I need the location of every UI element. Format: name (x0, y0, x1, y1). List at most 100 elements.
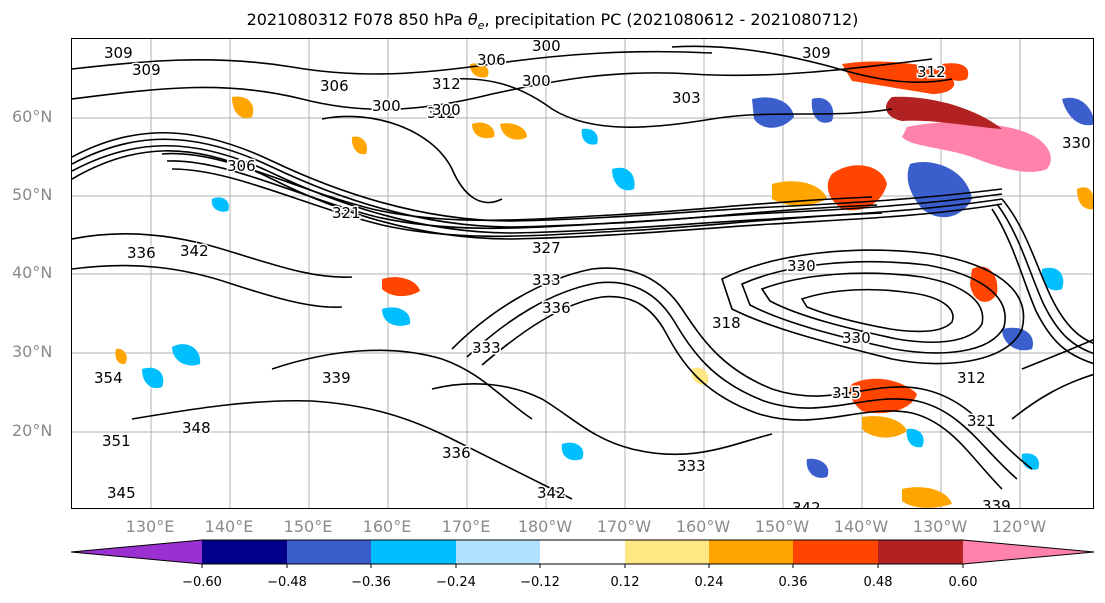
contour-label: 342 (537, 484, 566, 502)
shade-negative-blob (172, 344, 201, 366)
shade-negative-blob (806, 458, 829, 478)
theta-e-contours (72, 45, 1093, 500)
shade-positive-blob (232, 96, 254, 119)
shade-negative-blob (211, 197, 229, 212)
contour-line (721, 249, 1025, 365)
colorbar-tick-label: 0.12 (610, 575, 640, 590)
contour-label: 336 (127, 244, 156, 262)
contour-line (171, 168, 883, 238)
latitude-label: 50°N (12, 185, 53, 204)
longitude-label: 130°E (125, 517, 175, 536)
contour-label: 339 (322, 369, 351, 387)
contour-label: 312 (432, 75, 461, 93)
shade-negative-blob (382, 307, 411, 326)
contour-line (131, 399, 573, 500)
contour-line (481, 295, 1003, 490)
contour-label: 303 (672, 89, 701, 107)
longitude-label: 150°E (283, 517, 333, 536)
colorbar-segment (625, 540, 709, 564)
colorbar-segment (878, 540, 963, 564)
contour-line (72, 264, 343, 309)
contour-label: 309 (802, 44, 831, 62)
contour-line (996, 203, 1093, 355)
contour-line (451, 77, 893, 128)
colorbar-segment (709, 540, 793, 564)
contour-label: 300 (532, 39, 561, 55)
shade-positive-blob (691, 367, 709, 385)
colorbar-tick-label: −0.12 (520, 575, 560, 590)
shade-negative-blob (752, 97, 794, 128)
contour-label: 312 (957, 369, 986, 387)
contour-label: 321 (967, 412, 996, 430)
contour-label: 300 (432, 101, 461, 119)
shade-negative-blob (612, 167, 635, 191)
contour-labels: 309 3063003123093063003123033003063123093… (93, 39, 1093, 509)
longitude-label: 170°E (441, 517, 491, 536)
shade-positive-blob (942, 63, 969, 81)
contour-line (451, 267, 1033, 470)
shade-positive-blob (115, 348, 127, 365)
latitude-label: 30°N (12, 342, 53, 361)
contour-label: 333 (677, 457, 706, 475)
contour-label: 333 (532, 271, 561, 289)
shade-positive-blob (351, 136, 368, 155)
contour-line (321, 115, 503, 204)
shade-positive-blob (1077, 187, 1093, 210)
contour-label: 315 (832, 384, 861, 402)
longitude-label: 150°W (754, 517, 810, 536)
plot-title: 2021080312 F078 850 hPa θe, precipitatio… (0, 10, 1105, 32)
contour-line (760, 272, 984, 343)
contour-line (1021, 338, 1093, 370)
map-panel: 309 306 300 312 309 306 300 312 303 300 306 312 309 3… (71, 38, 1094, 509)
contour-label: 333 (472, 339, 501, 357)
contour-line (72, 138, 1003, 228)
contour-label: 312 (427, 104, 456, 122)
colorbar-segment (793, 540, 878, 564)
contour-line (1001, 198, 1093, 345)
latitude-label: 40°N (12, 263, 53, 282)
contour-label: 330 (1062, 134, 1091, 152)
shade-positive-blob (886, 96, 1002, 129)
latitude-label: 20°N (12, 421, 53, 440)
contour-label: 342 (792, 499, 821, 509)
colorbar-tick-label: 0.36 (778, 575, 808, 590)
contour-label: 339 (982, 497, 1011, 509)
contour-line (740, 260, 1006, 354)
shade-positive-blob (472, 122, 495, 139)
contour-label: 330 (787, 257, 816, 275)
map-canvas: 309 3063003123093063003123033003063123093… (72, 39, 1093, 509)
contour-line (161, 152, 873, 222)
longitude-label: 170°W (596, 517, 652, 536)
contour-line (800, 288, 954, 333)
gridlines (72, 39, 1093, 508)
colorbar-tick-label: −0.24 (436, 575, 476, 590)
colorbar-segment (202, 540, 287, 564)
contour-line (271, 349, 533, 420)
shade-positive-blob (500, 123, 527, 140)
contour-line (72, 233, 353, 278)
contour-label: 300 (372, 97, 401, 115)
longitude-label: 140°W (833, 517, 889, 536)
contour-label: 306 (320, 77, 349, 95)
theta-symbol: θ (467, 10, 478, 29)
contour-label: 327 (532, 239, 561, 257)
contour-label: 345 (107, 484, 136, 502)
shade-negative-blob (906, 428, 924, 448)
contour-label: 318 (712, 314, 741, 332)
contour-label: 306 (477, 51, 506, 69)
contour-line (671, 45, 953, 83)
shade-negative-blob (1021, 453, 1040, 470)
colorbar-segment (287, 540, 371, 564)
shade-positive-blob (902, 487, 952, 508)
colorbar-segment (371, 540, 456, 564)
colorbar-tick-label: 0.24 (694, 575, 724, 590)
longitude-label: 180°W (517, 517, 573, 536)
contour-label: 309 (104, 44, 133, 62)
colorbar-segment (71, 540, 202, 564)
longitude-label: 120°W (991, 517, 1047, 536)
contour-label: 321 (332, 204, 361, 222)
contour-label: 330 (842, 329, 871, 347)
shade-negative-blob (1062, 97, 1093, 126)
contour-line (1011, 373, 1093, 420)
colorbar-tick-label: −0.48 (267, 575, 307, 590)
